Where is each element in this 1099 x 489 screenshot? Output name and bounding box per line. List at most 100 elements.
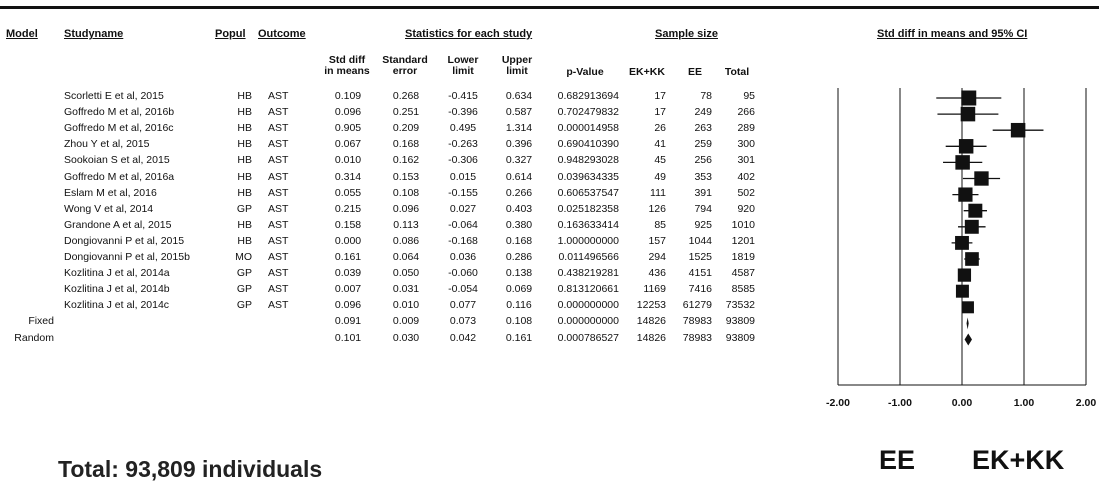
table-cell-model: Fixed [28, 315, 54, 328]
table-cell-se: 0.162 [392, 154, 420, 167]
table-cell-ekkk: 12253 [636, 299, 666, 312]
table-cell-ekkk: 126 [648, 202, 666, 215]
table-cell-lower: -0.064 [448, 218, 478, 231]
table-cell-se: 0.031 [392, 283, 420, 296]
table-cell-se: 0.168 [392, 138, 420, 151]
table-cell-study: Scorletti E et al, 2015 [64, 90, 164, 102]
table-cell-ekkk: 294 [648, 251, 666, 263]
table-cell-study: Grandone A et al, 2015 [64, 218, 172, 231]
table-cell-smd: 0.215 [334, 202, 362, 215]
subheader-ee: EE [687, 66, 702, 78]
table-cell-pop: MO [235, 251, 252, 263]
table-cell-outcome: AST [268, 267, 289, 280]
table-cell-p: 0.000000000 [557, 315, 619, 328]
subheader-std-diff-line1: Std diff [328, 54, 366, 66]
table-cell-upper: 0.327 [505, 154, 533, 167]
x-tick-label: 2.00 [1076, 397, 1097, 409]
table-cell-se: 0.009 [392, 315, 420, 328]
table-cell-outcome: AST [268, 138, 289, 151]
subheader-upper-line2: limit [506, 65, 528, 78]
table-cell-pop: HB [237, 170, 252, 183]
summary-diamond [966, 317, 969, 330]
table-cell-ekkk: 17 [654, 106, 666, 119]
table-cell-upper: 0.587 [505, 106, 533, 119]
table-cell-pop: HB [237, 122, 252, 135]
table-cell-se: 0.153 [392, 170, 420, 183]
x-tick-label: -2.00 [826, 397, 850, 409]
table-cell-p: 0.039634335 [557, 170, 619, 183]
study-marker [958, 187, 973, 202]
table-cell-smd: 0.109 [334, 90, 362, 102]
header-sample-size-group: Sample size [655, 28, 718, 40]
subheader-lower-limit: Lower limit [438, 54, 488, 77]
table-cell-se: 0.251 [392, 106, 420, 119]
table-cell-total: 1010 [731, 218, 755, 231]
subheader-std-error-line1: Standard [382, 54, 428, 66]
total-individuals-label: Total: 93,809 individuals [58, 456, 323, 482]
table-cell-pop: HB [237, 138, 252, 151]
header-statistics-group: Statistics for each study [405, 28, 533, 40]
table-cell-lower: -0.060 [448, 267, 478, 280]
table-cell-ekkk: 45 [654, 154, 666, 167]
table-cell-se: 0.113 [393, 218, 419, 231]
table-cell-outcome: AST [268, 186, 289, 199]
table-cell-se: 0.096 [392, 202, 420, 215]
table-cell-model: Random [14, 331, 54, 344]
table-cell-smd: 0.067 [334, 138, 362, 151]
table-cell-p: 0.000786527 [557, 331, 619, 344]
subheader-upper-limit: Upper limit [492, 54, 542, 78]
table-cell-ekkk: 111 [650, 186, 666, 199]
table-cell-ee: 925 [694, 218, 712, 231]
study-marker [955, 284, 969, 298]
table-cell-total: 266 [737, 106, 755, 119]
table-cell-upper: 0.396 [505, 138, 533, 151]
table-cell-lower: 0.495 [449, 122, 477, 135]
x-tick-label: -1.00 [888, 397, 912, 409]
study-marker [961, 90, 977, 106]
table-cell-total: 502 [737, 186, 755, 199]
table-cell-pop: GP [236, 202, 252, 215]
header-plot-group: Std diff in means and 95% CI [877, 28, 1028, 40]
table-cell-lower: -0.306 [448, 154, 478, 167]
table-cell-p: 0.438219281 [557, 267, 619, 280]
table-cell-total: 4587 [731, 267, 755, 280]
table-cell-study: Goffredo M et al, 2016a [64, 170, 175, 183]
table-cell-total: 920 [737, 202, 755, 215]
table-cell-ekkk: 85 [654, 218, 666, 231]
table-cell-smd: 0.007 [334, 283, 362, 296]
table-cell-p: 0.011496566 [558, 251, 619, 263]
table-cell-pop: GP [236, 267, 252, 280]
table-cell-total: 1201 [731, 234, 755, 247]
table-cell-outcome: AST [268, 106, 289, 119]
table-cell-p: 0.948293028 [557, 154, 619, 167]
table-cell-outcome: AST [268, 154, 289, 167]
table-cell-se: 0.030 [392, 331, 420, 344]
subheader-total: Total [724, 66, 750, 78]
table-cell-total: 300 [737, 138, 755, 151]
table-cell-se: 0.209 [392, 122, 420, 135]
table-cell-smd: 0.000 [334, 234, 362, 247]
table-cell-smd: 0.055 [334, 186, 362, 199]
study-marker [957, 268, 972, 282]
table-cell-lower: 0.015 [449, 170, 477, 183]
table-cell-outcome: AST [268, 234, 289, 247]
table-cell-upper: 0.403 [505, 202, 533, 215]
table-cell-ekkk: 26 [654, 122, 666, 135]
table-cell-se: 0.050 [392, 267, 420, 280]
table-cell-study: Eslam M et al, 2016 [64, 186, 157, 199]
table-cell-p: 0.606537547 [557, 186, 619, 199]
table-cell-total: 289 [737, 122, 755, 135]
table-cell-p: 0.025182358 [557, 202, 619, 215]
study-marker [955, 155, 970, 170]
table-cell-ee: 391 [694, 186, 712, 199]
subheader-upper-line1: Upper [501, 54, 533, 66]
table-cell-upper: 0.168 [505, 234, 533, 247]
subheader-std-error-line2: error [392, 65, 418, 78]
table-cell-study: Goffredo M et al, 2016c [64, 122, 174, 135]
table-cell-lower: 0.077 [449, 299, 477, 312]
table-cell-pop: HB [237, 90, 252, 102]
table-cell-ee: 7416 [688, 283, 712, 296]
table-cell-outcome: AST [268, 299, 289, 312]
x-tick-label: 0.00 [952, 397, 973, 409]
table-cell-upper: 0.108 [505, 315, 533, 328]
